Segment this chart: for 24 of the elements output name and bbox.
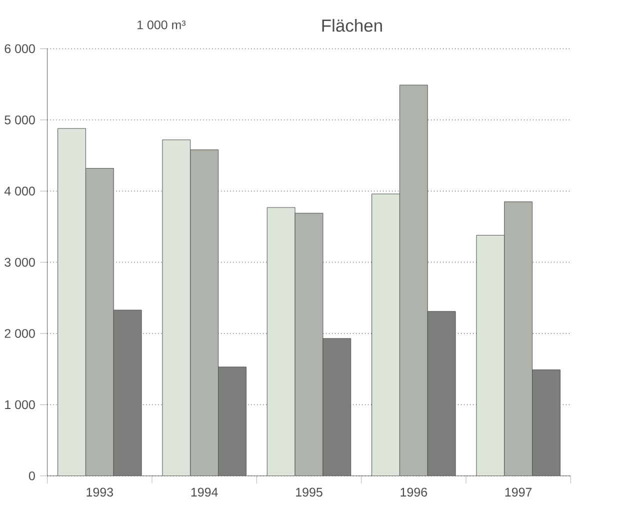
x-tick-label: 1996	[400, 488, 428, 497]
bar	[113, 310, 142, 476]
x-tick-label: 1993	[86, 488, 114, 497]
y-tick-label: 1 000	[5, 400, 35, 410]
bar	[162, 140, 191, 476]
y-tick-label: 0	[28, 472, 35, 480]
bar	[427, 311, 456, 476]
bar	[58, 128, 86, 476]
bar	[322, 338, 352, 476]
bar	[476, 235, 505, 476]
x-tick-label: 1995	[296, 488, 322, 497]
bar	[532, 370, 560, 476]
bar	[266, 207, 296, 476]
x-tick-label: 1997	[505, 488, 532, 497]
bar	[372, 194, 400, 476]
y-tick-label: 6 000	[4, 44, 35, 54]
y-tick-label: 4 000	[4, 186, 35, 196]
y-tick-label: 3 000	[4, 258, 35, 267]
x-tick-label: 1994	[191, 488, 218, 497]
y-axis-title: 1 000 m³	[138, 20, 186, 30]
y-tick-label: 5 000	[4, 116, 35, 124]
bar	[218, 366, 246, 476]
chart-title: Flächen	[322, 19, 382, 32]
y-tick-label: 2 000	[4, 329, 35, 338]
